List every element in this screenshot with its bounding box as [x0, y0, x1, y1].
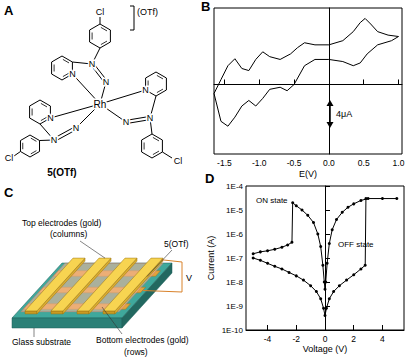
svg-text:-1.0: -1.0: [252, 158, 267, 168]
svg-text:E(V): E(V): [299, 169, 317, 179]
svg-text:Top electrodes (gold): Top electrodes (gold): [22, 218, 102, 228]
svg-text:Voltage (V): Voltage (V): [303, 344, 348, 354]
svg-text:5(OTf): 5(OTf): [47, 167, 76, 178]
svg-text:N: N: [51, 135, 58, 145]
svg-text:A: A: [4, 3, 14, 18]
svg-text:(OTf): (OTf): [137, 7, 158, 17]
svg-text:D: D: [205, 171, 214, 186]
svg-text:N: N: [123, 117, 130, 127]
svg-text:4: 4: [380, 334, 385, 344]
svg-text:N: N: [69, 69, 76, 79]
svg-text:Rh: Rh: [94, 99, 107, 110]
svg-text:N: N: [73, 123, 80, 133]
svg-text:OFF state: OFF state: [338, 240, 374, 249]
svg-text:ON state: ON state: [256, 196, 288, 205]
svg-text:1E-5: 1E-5: [226, 206, 243, 215]
svg-text:N: N: [142, 85, 149, 95]
svg-text:-4: -4: [264, 334, 272, 344]
svg-text:-0.5: -0.5: [287, 158, 302, 168]
svg-text:5(OTf): 5(OTf): [164, 239, 189, 249]
svg-text:Cl: Cl: [96, 7, 105, 17]
svg-text:1E-9: 1E-9: [226, 302, 243, 311]
svg-text:Cl: Cl: [174, 156, 183, 166]
svg-text:1E-10: 1E-10: [222, 326, 244, 335]
svg-text:-1.5: -1.5: [217, 158, 232, 168]
svg-text:Glass substrate: Glass substrate: [12, 337, 71, 347]
svg-text:C: C: [4, 185, 14, 200]
svg-text:1E-4: 1E-4: [226, 182, 243, 191]
svg-text:2: 2: [351, 334, 356, 344]
svg-text:-2: -2: [292, 334, 300, 344]
svg-text:0.0: 0.0: [323, 158, 335, 168]
svg-text:1E-6: 1E-6: [226, 230, 243, 239]
svg-text:N: N: [103, 77, 110, 87]
svg-text:1E-8: 1E-8: [226, 278, 243, 287]
svg-text:0.5: 0.5: [358, 158, 370, 168]
svg-text:B: B: [201, 0, 210, 14]
svg-text:Bottom electrodes (gold): Bottom electrodes (gold): [96, 335, 189, 345]
svg-text:N: N: [47, 113, 54, 123]
svg-text:V: V: [186, 273, 192, 283]
svg-text:0: 0: [323, 334, 328, 344]
svg-text:(rows): (rows): [124, 347, 148, 357]
svg-text:4μA: 4μA: [336, 109, 352, 119]
svg-text:Cl: Cl: [5, 153, 14, 163]
svg-text:1E-7: 1E-7: [226, 254, 243, 263]
svg-text:N: N: [147, 113, 154, 123]
svg-text:1.0: 1.0: [393, 158, 405, 168]
svg-text:(columns): (columns): [50, 229, 87, 239]
svg-text:Current (A): Current (A): [206, 236, 216, 281]
svg-text:N: N: [89, 59, 96, 69]
